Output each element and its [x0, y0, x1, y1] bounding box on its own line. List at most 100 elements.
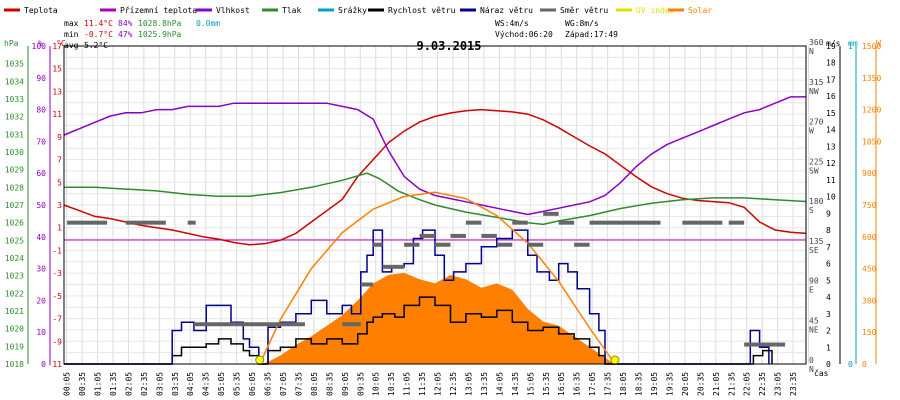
- y-tick-degc: 5: [57, 178, 62, 187]
- y-tick-degc: 13: [52, 87, 62, 96]
- y-tick-w: 900: [862, 169, 877, 178]
- x-tick-label: 08:05: [310, 372, 319, 396]
- series-wind-dir: [527, 242, 544, 247]
- series-wind-dir: [728, 220, 745, 225]
- y-tick-ms: 13: [826, 142, 836, 151]
- y-tick-dir-label: N: [809, 365, 814, 374]
- stat-min-label: min: [64, 30, 79, 39]
- x-tick-label: 15:35: [542, 372, 551, 396]
- x-tick-label: 08:35: [325, 372, 334, 396]
- y-tick-w: 450: [862, 265, 877, 274]
- y-tick-ms: 3: [826, 310, 831, 319]
- y-tick-ms: 10: [826, 193, 836, 202]
- series-teplota: [63, 108, 807, 246]
- x-axis-labels: 00:05 00:35 01:05 01:35 02:05 02:35 03:05 03:35…: [63, 372, 799, 396]
- y-tick-ms: 6: [826, 260, 831, 269]
- y-tick-ms: 9: [826, 209, 831, 218]
- stat-max-press: 1028.8hPa: [138, 19, 182, 28]
- y-tick-ms: 7: [826, 243, 831, 252]
- y-tick-hpa: 1031: [5, 130, 24, 139]
- stat-min-hum: 47%: [118, 30, 133, 39]
- y-tick-hpa: 1020: [5, 325, 24, 334]
- x-tick-label: 18:05: [619, 372, 628, 396]
- y-tick-w: 750: [862, 201, 877, 210]
- x-tick-label: 12:35: [449, 372, 458, 396]
- stat-min-temp: -0.7°C: [84, 30, 113, 39]
- y-tick-ms: 12: [826, 159, 836, 168]
- series-wind-dir: [496, 242, 513, 247]
- x-tick-label: 05:35: [233, 372, 242, 396]
- y-tick-hpa: 1026: [5, 219, 24, 228]
- y-tick-ms: 4: [826, 293, 831, 302]
- series-wind-dir: [775, 342, 786, 347]
- series-wind-dir: [264, 322, 305, 327]
- chart-title: 9.03.2015: [416, 39, 481, 53]
- y-tick-dir: 90: [809, 277, 819, 286]
- y-tick-hpa: 1023: [5, 272, 24, 281]
- stat-max-temp: 11.4°C: [84, 19, 113, 28]
- series-wind-dir: [744, 342, 776, 347]
- y-tick-pct: 90: [36, 74, 46, 83]
- unit-mm: mm: [848, 39, 858, 48]
- unit-pct: %: [38, 39, 43, 48]
- stat-max-hum: 84%: [118, 19, 133, 28]
- x-tick-label: 16:05: [557, 372, 566, 396]
- stat-wg: WG:8m/s: [565, 19, 599, 28]
- y-tick-hpa: 1027: [5, 201, 24, 210]
- x-tick-label: 10:05: [372, 372, 381, 396]
- series-wind-dir: [450, 233, 466, 238]
- y-tick-degc: -7: [52, 315, 62, 324]
- x-tick-label: 07:35: [294, 372, 303, 396]
- unit-cas: čas: [814, 368, 829, 378]
- x-tick-label: 15:05: [526, 372, 535, 396]
- stat-max-label: max: [64, 19, 79, 28]
- y-tick-pct: 0: [41, 360, 46, 369]
- y-tick-pct: 70: [36, 137, 46, 146]
- series-wind-dir: [404, 242, 420, 247]
- legend-label: UV index: [636, 6, 675, 15]
- y-tick-ms: 18: [826, 59, 836, 68]
- stats-block: max 11.4°C 84% 1028.8hPa 0.0mm min -0.7°…: [64, 19, 618, 50]
- x-tick-label: 01:35: [109, 372, 118, 396]
- y-tick-ms: 8: [826, 226, 831, 235]
- sun-marker: [255, 355, 265, 365]
- y-tick-degc: -3: [52, 269, 62, 278]
- stat-ws: WS:4m/s: [495, 19, 529, 28]
- y-tick-w: 1200: [862, 106, 881, 115]
- y-tick-hpa: 1035: [5, 60, 24, 69]
- y-tick-degc: 1: [57, 224, 62, 233]
- x-tick-label: 02:05: [124, 372, 133, 396]
- y-tick-ms: 14: [826, 126, 836, 135]
- y-tick-w: 0: [862, 360, 867, 369]
- y-tick-hpa: 1024: [5, 254, 24, 263]
- y-tick-hpa: 1021: [5, 307, 24, 316]
- y-tick-dir-label: SW: [809, 166, 819, 175]
- y-tick-w: 1350: [862, 74, 881, 83]
- series-wind-dir: [589, 220, 621, 225]
- y-tick-hpa: 1022: [5, 289, 24, 298]
- y-tick-dir-label: NW: [809, 87, 819, 96]
- x-tick-label: 21:35: [727, 372, 736, 396]
- x-tick-label: 00:05: [63, 372, 72, 396]
- x-tick-label: 09:05: [341, 372, 350, 396]
- series-wind-dir: [234, 322, 250, 327]
- series-wind-dir: [512, 220, 528, 225]
- x-tick-label: 01:05: [93, 372, 102, 396]
- x-tick-label: 23:05: [774, 372, 783, 396]
- series-wind-dir: [249, 322, 265, 327]
- y-tick-hpa: 1032: [5, 113, 24, 122]
- y-tick-dir: 45: [809, 316, 819, 325]
- series-wind-dir: [465, 220, 482, 225]
- y-tick-ms: 11: [826, 176, 836, 185]
- x-tick-label: 18:35: [635, 372, 644, 396]
- y-tick-dir-label: W: [809, 127, 814, 136]
- y-tick-degc: 17: [52, 42, 62, 51]
- y-tick-ms: 16: [826, 92, 836, 101]
- series-wind-dir: [342, 322, 352, 327]
- y-tick-degc: 11: [52, 110, 62, 119]
- y-tick-dir-label: NE: [809, 325, 819, 334]
- legend-label: Teplota: [24, 6, 58, 15]
- y-tick-dir-label: N: [809, 47, 814, 56]
- y-tick-ms: 2: [826, 327, 831, 336]
- legend-label: Přízemní teplota: [120, 6, 197, 15]
